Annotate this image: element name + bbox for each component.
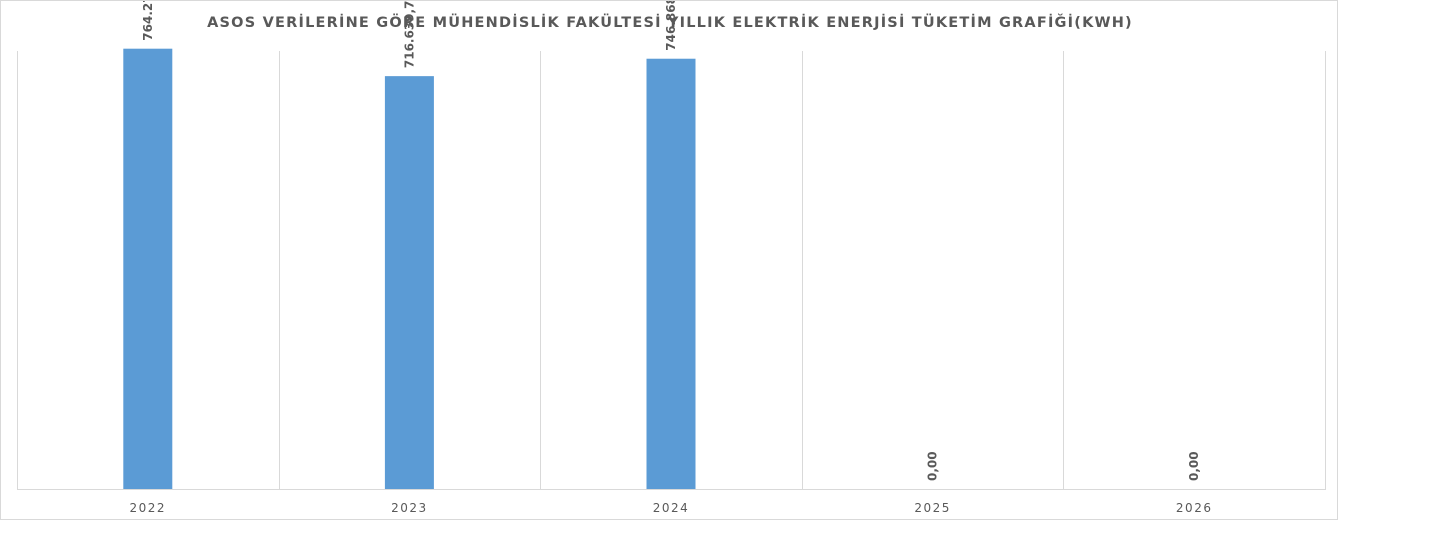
data-label-2022: 764.270,62 (141, 1, 155, 41)
x-tick-label-2025: 2025 (914, 501, 951, 515)
chart-title: ASOS VERİLERİNE GÖRE MÜHENDİSLİK FAKÜLTE… (207, 15, 1133, 31)
bar-2023 (384, 76, 434, 489)
x-tick-label-2023: 2023 (391, 501, 428, 515)
data-label-2023: 716.639,78 (402, 1, 416, 68)
x-tick-label-2026: 2026 (1176, 501, 1213, 515)
bar-2022 (123, 48, 173, 490)
chart-frame: ASOS VERİLERİNE GÖRE MÜHENDİSLİK FAKÜLTE… (0, 0, 1338, 520)
x-tick-label-2024: 2024 (653, 501, 690, 515)
x-tick-label-2022: 2022 (130, 501, 167, 515)
data-label-2026: 0,00 (1187, 451, 1201, 481)
bar-2024 (646, 58, 696, 489)
plot-area: 764.270,62 2022 716.639,78 2023 746.868,66 20… (17, 1, 1326, 515)
data-label-2024: 746.868,66 (664, 1, 678, 51)
data-label-2025: 0,00 (926, 451, 940, 481)
